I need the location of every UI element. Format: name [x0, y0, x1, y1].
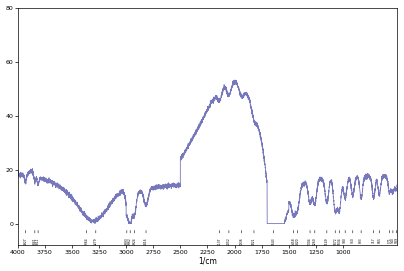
Text: 1643: 1643: [271, 237, 275, 245]
Text: 1821: 1821: [252, 237, 256, 245]
Text: 2816: 2816: [144, 237, 148, 245]
Text: 509: 509: [394, 237, 398, 243]
X-axis label: 1/cm: 1/cm: [198, 256, 217, 265]
Text: 2962: 2962: [128, 237, 132, 245]
Text: 1034: 1034: [337, 237, 341, 245]
Text: 540: 540: [391, 237, 395, 243]
Text: 1149: 1149: [325, 237, 329, 245]
Text: 2924: 2924: [133, 237, 136, 245]
Text: 3279: 3279: [94, 237, 98, 245]
Text: 2052: 2052: [227, 237, 231, 245]
Text: 910: 910: [351, 237, 355, 243]
Text: 3927: 3927: [23, 237, 27, 245]
Text: 980: 980: [343, 237, 347, 243]
Text: 1420: 1420: [295, 237, 299, 245]
Text: 1936: 1936: [240, 237, 244, 245]
Text: 1260: 1260: [313, 237, 317, 245]
Text: 717: 717: [372, 237, 376, 243]
Text: 833: 833: [359, 237, 363, 243]
Text: 665: 665: [377, 237, 381, 243]
Text: 2993: 2993: [125, 237, 129, 245]
Text: 3811: 3811: [36, 237, 40, 245]
Text: 1458: 1458: [291, 237, 295, 245]
Text: 2137: 2137: [218, 237, 222, 245]
Text: 571: 571: [387, 237, 391, 243]
Text: 3841: 3841: [33, 237, 37, 245]
Text: 3364: 3364: [84, 237, 88, 245]
Text: 1072: 1072: [333, 237, 337, 245]
Text: 1304: 1304: [308, 237, 312, 245]
